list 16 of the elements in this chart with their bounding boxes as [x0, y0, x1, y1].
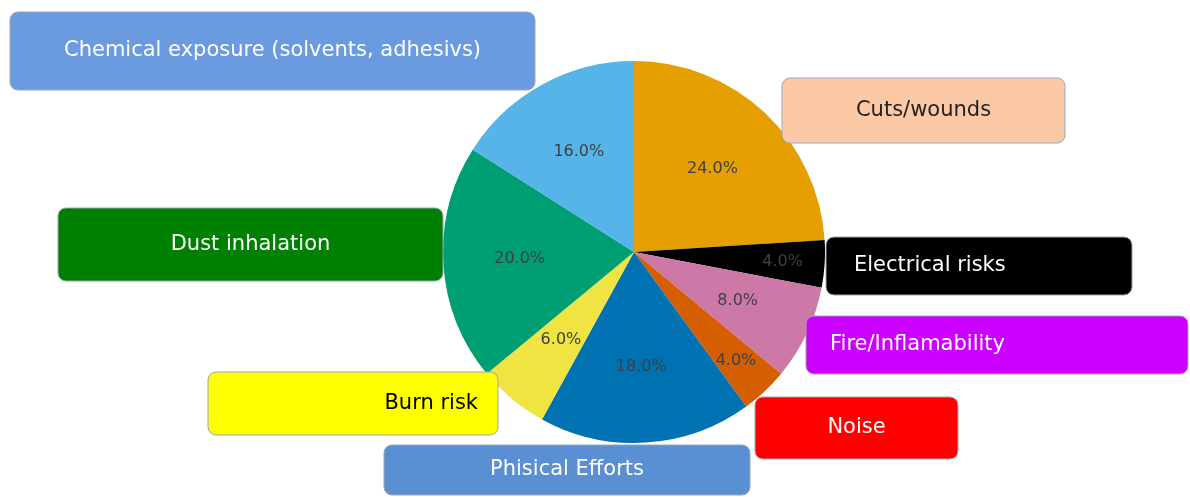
slice-label: Burn risk	[384, 389, 479, 414]
slice-label: Electrical risks	[854, 252, 1006, 277]
slice-label: Dust inhalation	[170, 230, 331, 255]
slice-label: Fire/Inflamability	[830, 331, 1005, 356]
data-label: 6.0%	[540, 329, 582, 349]
data-label: 8.0%	[717, 289, 759, 309]
data-label: 18.0%	[615, 355, 667, 375]
data-label: 16.0%	[553, 140, 605, 160]
data-label: 24.0%	[687, 157, 738, 177]
slice-label: Cuts/wounds	[855, 96, 992, 121]
slice-label: Noise	[827, 414, 886, 439]
data-label: 4.0%	[715, 349, 757, 369]
data-label: 4.0%	[762, 250, 804, 270]
data-label: 20.0%	[494, 248, 546, 268]
slice-label: Phisical Efforts	[490, 456, 644, 481]
slice-label: Chemical exposure (solvents, adhesivs)	[63, 37, 482, 62]
